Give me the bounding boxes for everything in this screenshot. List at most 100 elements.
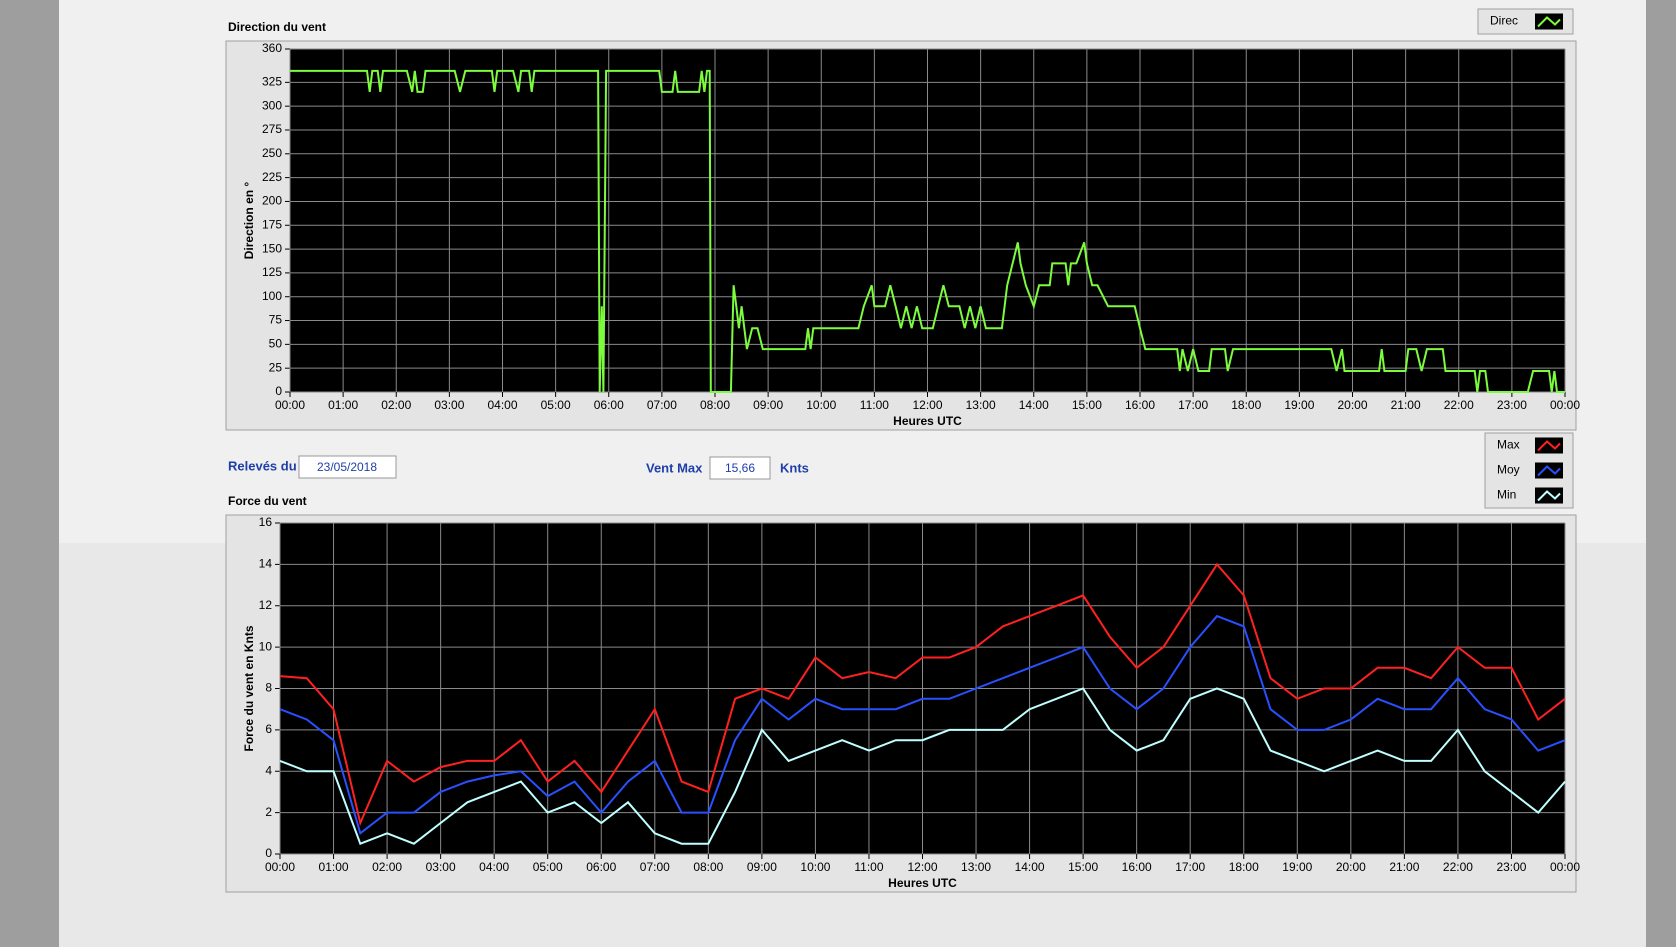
legend-swatch <box>1535 487 1563 504</box>
legend-swatch <box>1535 437 1563 454</box>
y-tick-label: 125 <box>262 265 282 279</box>
x-tick-label: 16:00 <box>1122 860 1152 874</box>
x-tick-label: 00:00 <box>275 398 305 412</box>
x-tick-label: 10:00 <box>806 398 836 412</box>
legend-swatch <box>1535 462 1563 479</box>
x-tick-label: 01:00 <box>328 398 358 412</box>
chart-title: Direction du vent <box>228 20 326 34</box>
x-tick-label: 23:00 <box>1496 860 1526 874</box>
x-tick-label: 01:00 <box>319 860 349 874</box>
x-tick-label: 03:00 <box>434 398 464 412</box>
y-tick-label: 200 <box>262 194 282 208</box>
date-field[interactable] <box>298 455 397 479</box>
x-tick-label: 12:00 <box>912 398 942 412</box>
y-tick-label: 50 <box>269 337 283 351</box>
x-tick-label: 18:00 <box>1229 860 1259 874</box>
x-tick-label: 14:00 <box>1019 398 1049 412</box>
max-field[interactable] <box>709 456 771 480</box>
x-tick-label: 11:00 <box>854 860 883 874</box>
y-axis-label: Force du vent en Knts <box>242 625 256 751</box>
y-tick-label: 100 <box>262 289 282 303</box>
legend-line <box>1537 440 1561 452</box>
legend-line <box>1537 16 1561 28</box>
x-tick-label: 10:00 <box>800 860 830 874</box>
y-tick-label: 75 <box>269 313 283 327</box>
x-tick-label: 13:00 <box>966 398 996 412</box>
y-tick-label: 6 <box>265 722 272 736</box>
max-label: Vent Max <box>646 460 703 475</box>
y-tick-label: 14 <box>259 557 273 571</box>
y-tick-label: 25 <box>269 360 283 374</box>
legend-line <box>1537 465 1561 477</box>
x-tick-label: 03:00 <box>426 860 456 874</box>
legend-label: Min <box>1497 488 1516 502</box>
y-tick-label: 16 <box>259 515 273 529</box>
y-tick-label: 12 <box>259 598 273 612</box>
y-tick-label: 250 <box>262 146 282 160</box>
x-tick-label: 12:00 <box>907 860 937 874</box>
chart-title: Force du vent <box>228 494 307 508</box>
x-tick-label: 09:00 <box>747 860 777 874</box>
y-tick-label: 4 <box>265 763 272 777</box>
x-tick-label: 15:00 <box>1072 398 1102 412</box>
y-tick-label: 150 <box>262 241 282 255</box>
date-label: Relevés du <box>228 458 297 473</box>
y-tick-label: 10 <box>259 639 273 653</box>
legend-label: Max <box>1497 438 1520 452</box>
series-line <box>279 687 1566 845</box>
x-tick-label: 11:00 <box>860 398 889 412</box>
y-axis-label: Direction en ° <box>242 182 256 260</box>
x-tick-label: 00:00 <box>265 860 295 874</box>
series-line <box>279 562 1566 827</box>
y-tick-label: 325 <box>262 75 282 89</box>
x-tick-label: 21:00 <box>1389 860 1419 874</box>
y-tick-label: 0 <box>275 384 282 398</box>
x-tick-label: 04:00 <box>487 398 517 412</box>
x-tick-label: 20:00 <box>1337 398 1367 412</box>
x-tick-label: 19:00 <box>1284 398 1314 412</box>
x-tick-label: 08:00 <box>700 398 730 412</box>
x-tick-label: 06:00 <box>586 860 616 874</box>
legend-swatch <box>1535 13 1563 30</box>
date-value: 23/05/2018 <box>317 460 377 474</box>
x-tick-label: 13:00 <box>961 860 991 874</box>
y-tick-label: 225 <box>262 170 282 184</box>
x-tick-label: 23:00 <box>1497 398 1527 412</box>
legend-label: Moy <box>1497 463 1520 477</box>
x-tick-label: 09:00 <box>753 398 783 412</box>
y-tick-label: 300 <box>262 98 282 112</box>
x-tick-label: 17:00 <box>1178 398 1208 412</box>
x-tick-label: 22:00 <box>1443 860 1473 874</box>
x-tick-label: 22:00 <box>1444 398 1474 412</box>
x-tick-label: 08:00 <box>693 860 723 874</box>
x-tick-label: 20:00 <box>1336 860 1366 874</box>
y-tick-label: 360 <box>262 41 282 55</box>
x-tick-label: 19:00 <box>1282 860 1312 874</box>
series-line <box>279 614 1566 835</box>
x-tick-label: 02:00 <box>372 860 402 874</box>
x-tick-label: 18:00 <box>1231 398 1261 412</box>
x-tick-label: 04:00 <box>479 860 509 874</box>
x-tick-label: 07:00 <box>640 860 670 874</box>
x-tick-label: 06:00 <box>594 398 624 412</box>
x-tick-label: 00:00 <box>1550 398 1580 412</box>
x-tick-label: 14:00 <box>1015 860 1045 874</box>
y-tick-label: 0 <box>265 846 272 860</box>
x-tick-label: 00:00 <box>1550 860 1580 874</box>
x-tick-label: 05:00 <box>533 860 563 874</box>
legend-label: Direc <box>1490 14 1518 28</box>
y-tick-label: 8 <box>265 681 272 695</box>
series-line <box>290 69 1565 393</box>
x-tick-label: 17:00 <box>1175 860 1205 874</box>
x-tick-label: 02:00 <box>381 398 411 412</box>
left-strip <box>0 0 59 947</box>
unit-label: Knts <box>780 460 809 475</box>
max-value: 15,66 <box>725 461 755 475</box>
right-strip <box>1646 0 1676 947</box>
x-axis-label: Heures UTC <box>893 414 962 428</box>
x-tick-label: 15:00 <box>1068 860 1098 874</box>
x-tick-label: 21:00 <box>1391 398 1421 412</box>
y-tick-label: 2 <box>265 805 272 819</box>
y-tick-label: 175 <box>262 217 282 231</box>
